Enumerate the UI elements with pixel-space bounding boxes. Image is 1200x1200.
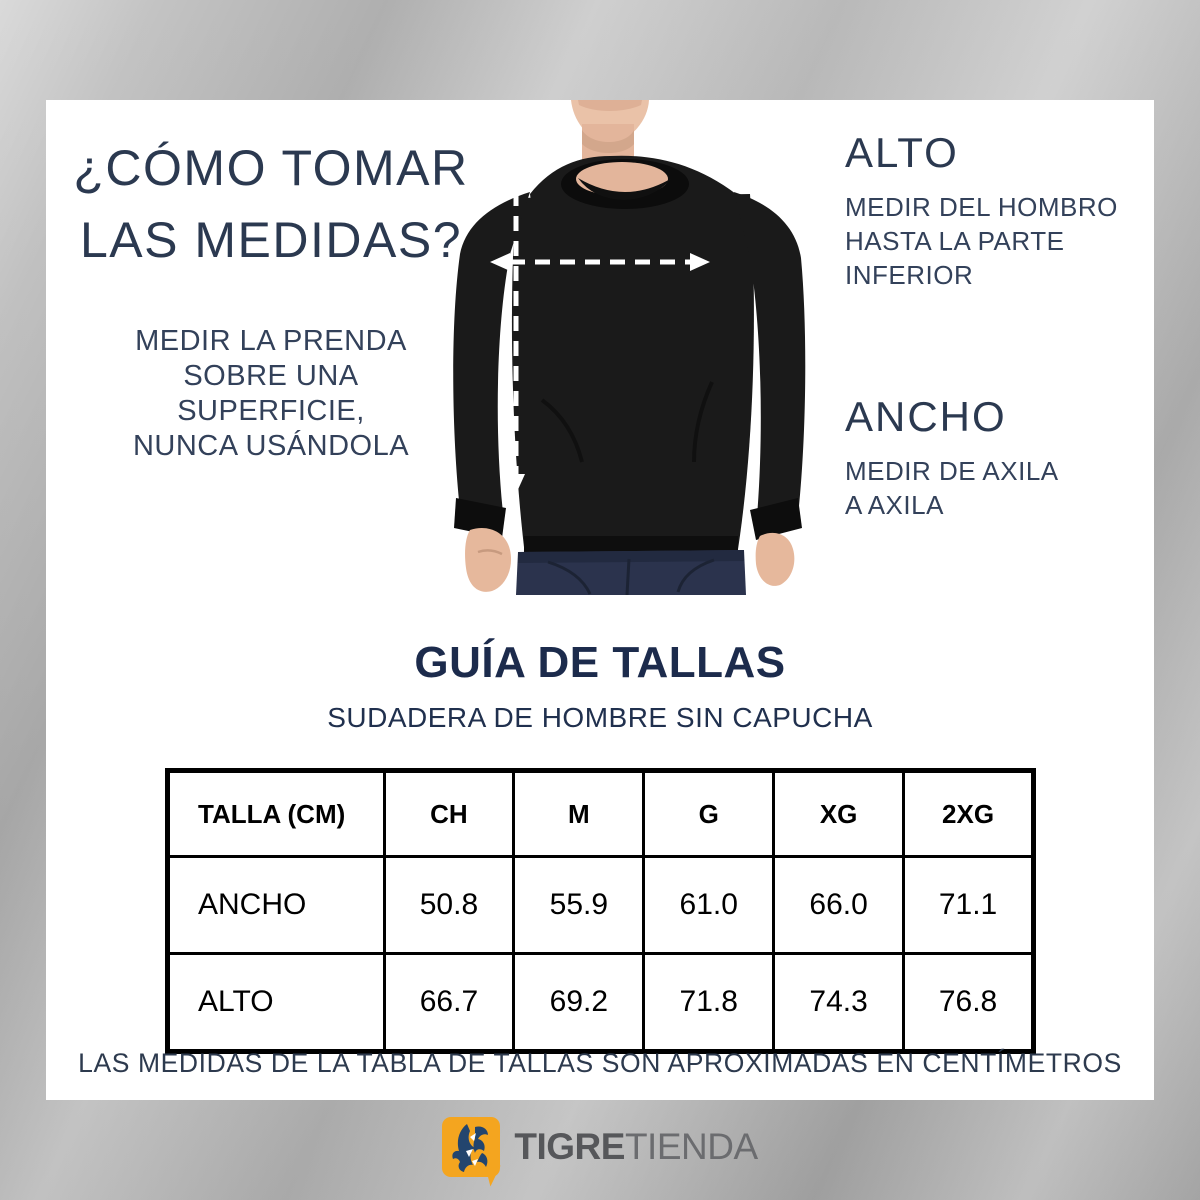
tiger-logo-icon (442, 1117, 506, 1187)
size-value: 71.1 (902, 855, 1035, 955)
model-photo (430, 100, 825, 596)
table-row-ancho: ANCHO 50.8 55.9 61.0 66.0 71.1 (166, 855, 1035, 955)
logo-tail (486, 1165, 506, 1187)
size-value: 76.8 (902, 952, 1035, 1053)
ancho-heading: ANCHO (845, 393, 1007, 440)
table-header-cell: XG (772, 769, 906, 858)
size-value: 71.8 (642, 952, 776, 1053)
brand-wordmark: TIGRETIENDA (514, 1126, 758, 1168)
alto-block: ALTO MEDIR DEL HOMBRO HASTA LA PARTE INF… (845, 128, 1135, 292)
sweatshirt-figure (453, 100, 806, 596)
table-header-cell: CH (382, 769, 516, 858)
size-note: LAS MEDIDAS DE LA TABLA DE TALLAS SON AP… (78, 1048, 1122, 1078)
howto-note-line: NUNCA USÁNDOLA (132, 430, 410, 462)
brand-footer: TIGRETIENDA (0, 1112, 1200, 1187)
size-value: 61.0 (642, 855, 776, 955)
row-label: ANCHO (166, 855, 386, 955)
alto-heading: ALTO (845, 129, 959, 176)
brand-name-bold: TIGRE (514, 1126, 625, 1167)
table-header-cell: 2XG (902, 769, 1035, 858)
size-value: 74.3 (772, 952, 906, 1053)
howto-title: ¿CÓMO TOMAR LAS MEDIDAS? (56, 132, 486, 276)
alto-desc-line: INFERIOR (845, 260, 974, 290)
ancho-desc-line: MEDIR DE AXILA (845, 456, 1059, 486)
table-header-cell: G (642, 769, 776, 858)
alto-description: MEDIR DEL HOMBRO HASTA LA PARTE INFERIOR (845, 190, 1135, 292)
howto-note-line: SOBRE UNA (183, 360, 359, 392)
size-value: 50.8 (382, 855, 516, 955)
howto-note: MEDIR LA PRENDA SOBRE UNA SUPERFICIE, NU… (56, 324, 486, 464)
alto-desc-line: MEDIR DEL HOMBRO (845, 192, 1118, 222)
howto-note-line: MEDIR LA PRENDA (135, 325, 407, 357)
ancho-description: MEDIR DE AXILA A AXILA (845, 454, 1135, 522)
table-header-cell: M (512, 769, 646, 858)
size-value: 66.7 (382, 952, 516, 1053)
brand-name-light: TIENDA (624, 1126, 758, 1167)
vertical-measure-arrow (507, 146, 525, 494)
size-value: 66.0 (772, 855, 906, 955)
content-panel: ¿CÓMO TOMAR LAS MEDIDAS? MEDIR LA PRENDA… (46, 100, 1154, 1100)
ancho-desc-line: A AXILA (845, 490, 944, 520)
table-header-cell: TALLA (CM) (166, 769, 386, 858)
ancho-block: ANCHO MEDIR DE AXILA A AXILA (845, 392, 1135, 522)
size-value: 55.9 (512, 855, 646, 955)
size-table: TALLA (CM) CH M G XG 2XG ANCHO 50.8 55.9… (165, 768, 1036, 1054)
size-guide-title: GUÍA DE TALLAS (414, 638, 786, 687)
howto-title-line2: LAS MEDIDAS? (79, 212, 462, 268)
size-table-header-row: TALLA (CM) CH M G XG 2XG (166, 769, 1035, 858)
size-value: 69.2 (512, 952, 646, 1053)
horizontal-measure-arrow (490, 253, 710, 271)
row-label: ALTO (166, 952, 386, 1053)
tiger-glyph (452, 1124, 489, 1172)
size-guide-subtitle: SUDADERA DE HOMBRE SIN CAPUCHA (327, 702, 873, 733)
table-row-alto: ALTO 66.7 69.2 71.8 74.3 76.8 (166, 952, 1035, 1053)
alto-desc-line: HASTA LA PARTE (845, 226, 1065, 256)
howto-title-line1: ¿CÓMO TOMAR (73, 140, 469, 196)
howto-note-line: SUPERFICIE, (177, 395, 365, 427)
